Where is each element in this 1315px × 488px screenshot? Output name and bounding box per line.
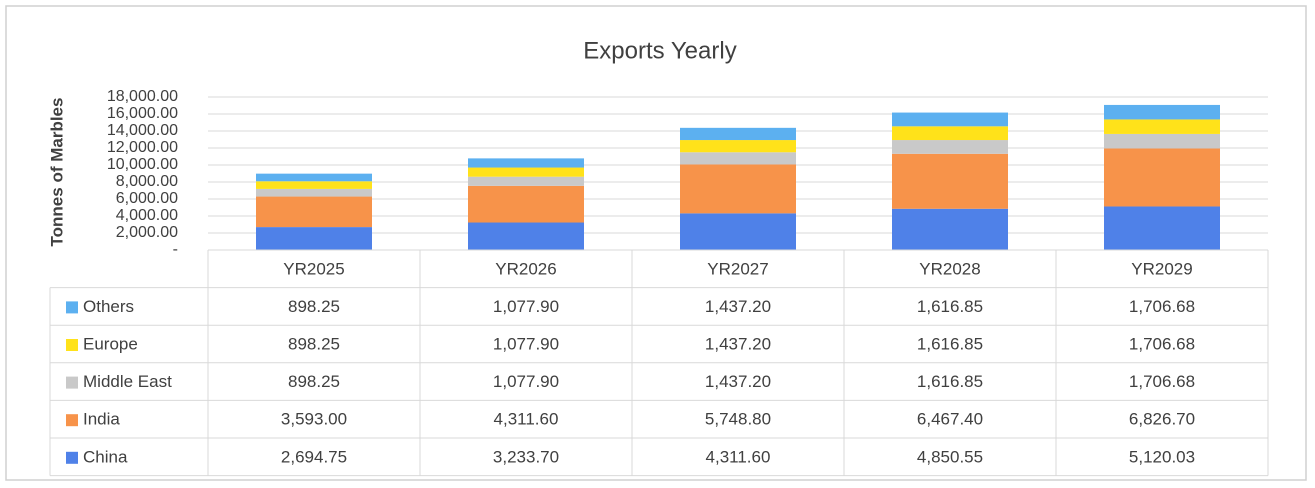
- chart-frame: [5, 5, 1307, 481]
- table-value: 1,077.90: [493, 334, 559, 353]
- bar-segment: [1104, 206, 1220, 250]
- bar-segment: [1104, 148, 1220, 207]
- y-tick-label: 16,000.00: [107, 105, 178, 122]
- bar-segment: [892, 126, 1008, 141]
- y-tick-label: -: [173, 241, 178, 258]
- table-value: 1,437.20: [705, 334, 771, 353]
- table-value: 6,467.40: [917, 410, 983, 429]
- legend-label: India: [83, 410, 120, 429]
- bar-segment: [892, 208, 1008, 250]
- bar-segment: [892, 153, 1008, 209]
- bar-segment: [1104, 104, 1220, 120]
- table-value: 6,826.70: [1129, 410, 1195, 429]
- bar-segment: [468, 176, 584, 186]
- bar-segment: [892, 140, 1008, 154]
- table-value: 1,616.85: [917, 334, 983, 353]
- legend-swatch: [66, 301, 78, 314]
- bar-segment: [680, 140, 796, 153]
- bar-segment: [680, 127, 796, 141]
- table-value: 1,077.90: [493, 297, 559, 316]
- x-tick-label: YR2029: [1131, 259, 1192, 278]
- x-tick-label: YR2028: [919, 259, 980, 278]
- table-value: 3,593.00: [281, 410, 347, 429]
- legend-label: China: [83, 447, 128, 466]
- table-value: 1,706.68: [1129, 297, 1195, 316]
- y-tick-label: 2,000.00: [116, 224, 178, 241]
- table-value: 1,077.90: [493, 372, 559, 391]
- table-value: 1,616.85: [917, 372, 983, 391]
- legend-swatch: [66, 414, 78, 427]
- y-tick-label: 8,000.00: [116, 173, 178, 190]
- bar-segment: [1104, 119, 1220, 134]
- chart-title: Exports Yearly: [583, 37, 736, 64]
- y-tick-label: 14,000.00: [107, 122, 178, 139]
- y-axis-title: Tonnes of Marbles: [47, 98, 66, 247]
- x-tick-label: YR2025: [283, 259, 344, 278]
- y-tick-label: 4,000.00: [116, 207, 178, 224]
- bar-segment: [1104, 133, 1220, 149]
- bar-segment: [680, 213, 796, 250]
- table-value: 1,706.68: [1129, 334, 1195, 353]
- table-value: 2,694.75: [281, 447, 347, 466]
- table-value: 5,120.03: [1129, 447, 1195, 466]
- legend-label: Middle East: [83, 372, 172, 391]
- table-value: 3,233.70: [493, 447, 559, 466]
- bar-segment: [892, 112, 1008, 127]
- table-value: 898.25: [288, 297, 340, 316]
- legend-swatch: [66, 451, 78, 464]
- legend-swatch: [66, 339, 78, 351]
- table-value: 4,850.55: [917, 447, 983, 466]
- y-tick-label: 6,000.00: [116, 190, 178, 207]
- bar-segment: [256, 173, 372, 182]
- legend-label: Others: [83, 297, 134, 316]
- bar-segment: [680, 164, 796, 214]
- x-tick-label: YR2026: [495, 259, 556, 278]
- bar-segment: [256, 188, 372, 197]
- table-value: 898.25: [288, 334, 340, 353]
- table-value: 5,748.80: [705, 410, 771, 429]
- bar-segment: [468, 222, 584, 250]
- table-value: 1,437.20: [705, 372, 771, 391]
- table-value: 4,311.60: [706, 447, 771, 466]
- x-tick-label: YR2027: [707, 259, 768, 278]
- table-value: 1,437.20: [705, 297, 771, 316]
- legend-swatch: [66, 376, 78, 389]
- table-value: 4,311.60: [494, 410, 559, 429]
- bar-segment: [256, 227, 372, 250]
- legend-label: Europe: [83, 334, 138, 353]
- table-value: 1,616.85: [917, 297, 983, 316]
- bar-segment: [256, 181, 372, 189]
- y-tick-label: 10,000.00: [107, 156, 178, 173]
- bar-segment: [468, 167, 584, 177]
- bar-segment: [256, 196, 372, 228]
- bar-segment: [680, 152, 796, 165]
- y-tick-label: 12,000.00: [107, 139, 178, 156]
- y-tick-label: 18,000.00: [107, 88, 178, 105]
- bar-segment: [468, 185, 584, 223]
- bar-segment: [468, 158, 584, 168]
- table-value: 1,706.68: [1129, 372, 1195, 391]
- table-value: 898.25: [288, 372, 340, 391]
